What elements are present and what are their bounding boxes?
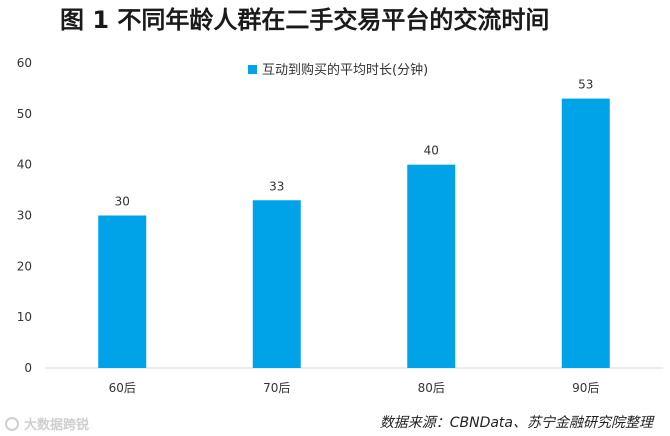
x-tick-label: 70后 — [263, 381, 290, 395]
watermark: 大数据跨锐 — [5, 417, 89, 433]
watermark-logo-icon — [5, 417, 19, 431]
bar-data-label: 53 — [578, 78, 593, 92]
bars — [98, 98, 610, 368]
x-tick-label: 60后 — [109, 381, 136, 395]
legend-label: 互动到购买的平均时长(分钟) — [262, 62, 428, 78]
y-tick-label: 20 — [17, 259, 32, 273]
y-tick-label: 0 — [24, 361, 32, 375]
bar-data-label: 40 — [424, 144, 439, 158]
legend-swatch — [248, 65, 257, 74]
watermark-text: 大数据跨锐 — [24, 417, 89, 433]
bar — [98, 215, 147, 368]
y-tick-label: 60 — [17, 56, 32, 70]
source-note: 数据来源：CBNData、苏宁金融研究院整理 — [380, 415, 655, 431]
x-axis: 60后 70后 80后 90后 — [109, 381, 600, 395]
y-tick-label: 50 — [17, 107, 32, 121]
bar — [561, 98, 610, 368]
x-tick-label: 80后 — [418, 381, 445, 395]
y-tick-label: 10 — [17, 310, 32, 324]
data-labels: 30 33 40 53 — [115, 78, 594, 209]
y-tick-label: 30 — [17, 209, 32, 223]
y-tick-label: 40 — [17, 158, 32, 172]
bar-data-label: 33 — [269, 179, 284, 193]
x-tick-label: 90后 — [572, 381, 599, 395]
y-axis: 0 10 20 30 40 50 60 — [17, 56, 32, 375]
bar — [407, 164, 456, 368]
bar-data-label: 30 — [115, 195, 130, 209]
chart-title: 图 1 不同年龄人群在二手交易平台的交流时间 — [60, 6, 549, 34]
bar — [252, 200, 301, 368]
